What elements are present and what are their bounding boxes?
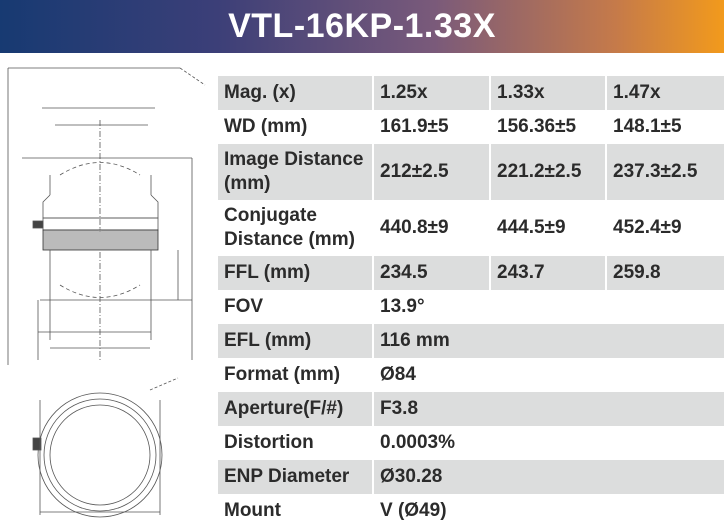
spec-value: 221.2±2.5 [489, 144, 606, 200]
spec-row-conjugate-distance: Conjugate Distance (mm) 440.8±9 444.5±9 452… [218, 200, 724, 256]
spec-value: 1.33x [489, 76, 606, 110]
spec-value: 13.9° [372, 290, 724, 324]
spec-value: 440.8±9 [372, 200, 490, 256]
spec-label: EFL (mm) [218, 324, 373, 358]
spec-row-ffl: FFL (mm) 234.5 243.7 259.8 [218, 256, 724, 290]
title-banner: VTL-16KP-1.33X [0, 0, 724, 53]
spec-label: Mag. (x) [218, 76, 373, 110]
spec-label: Distortion [224, 432, 314, 453]
spec-row-distortion: Distortion 0.0003% [218, 426, 724, 460]
spec-label: Mount [224, 500, 281, 521]
spec-value: 161.9±5 [372, 110, 490, 144]
spec-value: 212±2.5 [372, 144, 490, 200]
spec-value: Ø84 [372, 358, 724, 392]
spec-label: Format (mm) [224, 364, 341, 385]
spec-label: WD (mm) [224, 116, 308, 137]
spec-value: 0.0003% [372, 426, 724, 460]
spec-value: 452.4±9 [605, 200, 724, 256]
spec-label: Image Distance (mm) [218, 144, 373, 200]
spec-value: 234.5 [372, 256, 490, 290]
spec-value: V (Ø49) [372, 494, 724, 528]
spec-label: Conjugate Distance (mm) [224, 205, 355, 250]
spec-row-enp-diameter: ENP Diameter Ø30.28 [218, 460, 724, 494]
spec-value: 243.7 [489, 256, 606, 290]
spec-label: Aperture(F/#) [218, 392, 373, 426]
spec-value: 148.1±5 [605, 110, 724, 144]
spec-row-image-distance: Image Distance (mm) 212±2.5 221.2±2.5 237.3… [218, 144, 724, 200]
spec-label: ENP Diameter [218, 460, 373, 494]
spec-value: 1.47x [605, 76, 724, 110]
spec-row-fov: FOV 13.9° [218, 290, 724, 324]
spec-value: 259.8 [605, 256, 724, 290]
product-title: VTL-16KP-1.33X [228, 7, 496, 45]
spec-value: 116 mm [372, 324, 724, 358]
spec-row-mount: Mount V (Ø49) [218, 494, 724, 528]
spec-label: FOV [224, 296, 264, 317]
spec-row-efl: EFL (mm) 116 mm [218, 324, 724, 358]
spec-row-wd: WD (mm) 161.9±5 156.36±5 148.1±5 [218, 110, 724, 144]
spec-value: 237.3±2.5 [605, 144, 724, 200]
spec-value: 1.25x [372, 76, 490, 110]
spec-value: 444.5±9 [489, 200, 606, 256]
lens-technical-drawing [7, 67, 206, 518]
spec-row-magnification: Mag. (x) 1.25x 1.33x 1.47x [218, 76, 724, 110]
spec-row-format: Format (mm) Ø84 [218, 358, 724, 392]
spec-value: F3.8 [372, 392, 724, 426]
specifications-table: Mag. (x) 1.25x 1.33x 1.47x WD (mm) 161.9±5 15… [218, 76, 724, 528]
spec-label: FFL (mm) [218, 256, 373, 290]
spec-value: Ø30.28 [372, 460, 724, 494]
spec-value: 156.36±5 [489, 110, 606, 144]
spec-row-aperture: Aperture(F/#) F3.8 [218, 392, 724, 426]
